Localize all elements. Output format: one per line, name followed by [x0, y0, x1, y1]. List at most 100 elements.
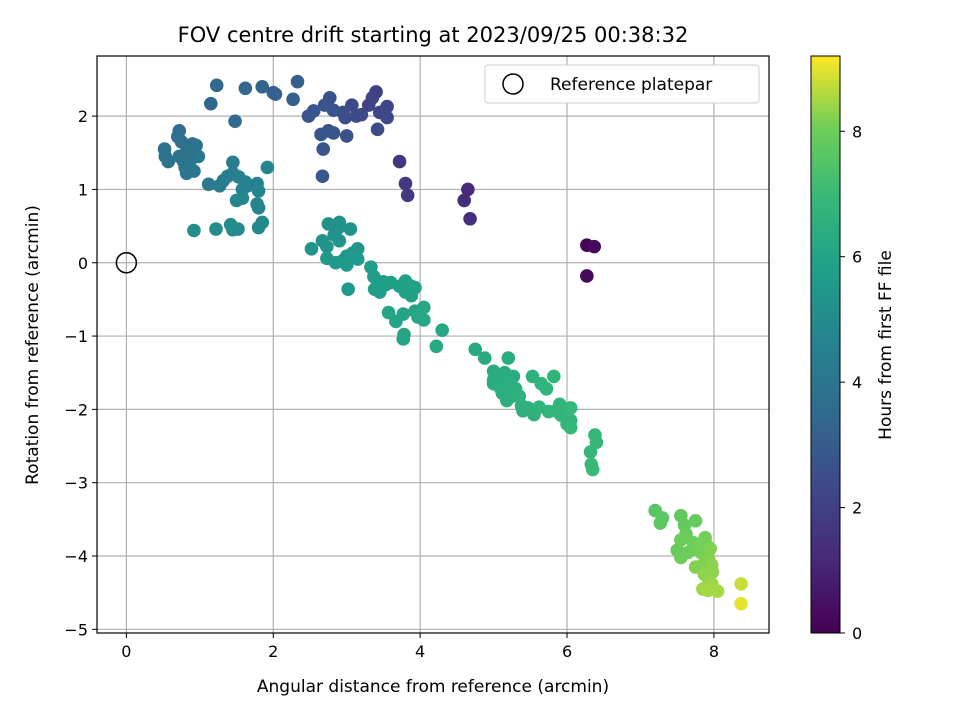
data-point	[209, 222, 223, 236]
data-point	[209, 78, 224, 93]
data-point	[350, 252, 365, 266]
data-point	[204, 96, 218, 111]
colorbar-gradient	[810, 55, 841, 634]
data-point	[316, 142, 331, 156]
y-tick-label: −5	[64, 620, 88, 639]
data-point	[201, 177, 216, 192]
data-point	[589, 435, 604, 450]
x-tick-label: 8	[709, 642, 719, 661]
data-point	[251, 220, 266, 235]
data-point	[361, 98, 376, 112]
data-point	[251, 184, 266, 198]
data-point	[563, 401, 578, 415]
data-point	[563, 420, 578, 435]
data-point	[396, 307, 411, 321]
data-point	[547, 369, 561, 384]
x-tick-label: 6	[562, 642, 572, 661]
data-point	[338, 110, 353, 125]
legend: Reference platepar	[484, 64, 760, 104]
data-point	[501, 351, 516, 365]
data-point	[539, 382, 554, 396]
data-points	[157, 74, 748, 611]
y-tick-label: 1	[78, 180, 88, 199]
data-point	[703, 541, 718, 556]
data-point	[404, 288, 419, 303]
legend-box	[484, 64, 760, 104]
y-tick-label: −3	[64, 474, 88, 493]
data-point	[585, 462, 600, 477]
data-point	[705, 565, 720, 579]
colorbar-tick-label: 8	[852, 122, 862, 141]
data-point	[332, 233, 347, 248]
y-tick-label: −4	[64, 547, 88, 566]
data-point	[286, 92, 300, 107]
data-point	[710, 584, 725, 599]
data-point	[380, 99, 394, 114]
data-point	[231, 222, 245, 236]
data-point	[251, 200, 266, 215]
data-point	[461, 182, 475, 197]
data-point	[306, 104, 321, 118]
data-point	[411, 307, 426, 321]
reference-point	[115, 252, 138, 274]
data-point	[184, 144, 198, 159]
data-point	[435, 323, 449, 338]
data-point	[468, 342, 483, 357]
y-tick-label: 2	[78, 107, 88, 126]
data-point	[396, 332, 411, 346]
chart-title: FOV centre drift starting at 2023/09/25 …	[178, 23, 689, 47]
data-point	[463, 211, 477, 226]
colorbar-tick-label: 0	[852, 624, 862, 643]
data-point	[179, 166, 194, 181]
data-point	[238, 81, 253, 96]
y-axis-ticks: −5 −4 −3 −2 −1 0 1 2	[64, 107, 97, 639]
data-point	[161, 154, 176, 169]
data-point	[266, 85, 281, 100]
x-tick-label: 2	[268, 642, 278, 661]
data-point	[341, 282, 355, 296]
data-point	[343, 222, 358, 236]
data-point	[398, 176, 413, 191]
reference-marker	[115, 252, 138, 274]
data-point	[688, 514, 703, 528]
y-axis-label: Rotation from reference (arcmin)	[23, 205, 43, 485]
y-tick-label: −1	[64, 327, 88, 346]
x-tick-label: 4	[415, 642, 425, 661]
data-point	[320, 239, 334, 254]
data-point	[290, 74, 305, 89]
colorbar-tick-label: 4	[852, 373, 862, 392]
colorbar-tick-label: 6	[852, 248, 862, 267]
data-point	[255, 79, 270, 94]
data-point	[328, 255, 343, 270]
data-point	[226, 155, 240, 170]
data-point	[339, 258, 354, 272]
colorbar-ticks: 0 2 4 6 8	[840, 122, 862, 643]
data-point	[370, 122, 385, 137]
data-point	[228, 114, 242, 129]
data-point	[587, 239, 602, 254]
data-point	[400, 188, 415, 203]
data-point	[326, 126, 341, 140]
legend-entry-label: Reference platepar	[550, 75, 712, 95]
x-axis-label: Angular distance from reference (arcmin)	[257, 677, 609, 697]
y-tick-label: 0	[78, 254, 88, 273]
colorbar-tick-label: 2	[852, 499, 862, 518]
data-point	[304, 242, 319, 256]
data-point	[349, 109, 364, 123]
data-point	[429, 339, 444, 354]
data-point	[339, 129, 354, 143]
data-point	[580, 269, 594, 283]
y-tick-label: −2	[64, 400, 88, 419]
colorbar: 0 2 4 6 8 Hours from first FF file	[810, 55, 896, 643]
x-tick-label: 0	[121, 642, 131, 661]
data-point	[457, 193, 472, 208]
data-point	[653, 516, 668, 530]
data-point	[314, 127, 328, 142]
colorbar-label: Hours from first FF file	[876, 250, 896, 440]
data-point	[734, 596, 748, 611]
data-point	[260, 160, 275, 175]
data-point	[235, 191, 250, 206]
legend-marker-open-circle	[502, 73, 524, 95]
data-point	[477, 351, 492, 365]
